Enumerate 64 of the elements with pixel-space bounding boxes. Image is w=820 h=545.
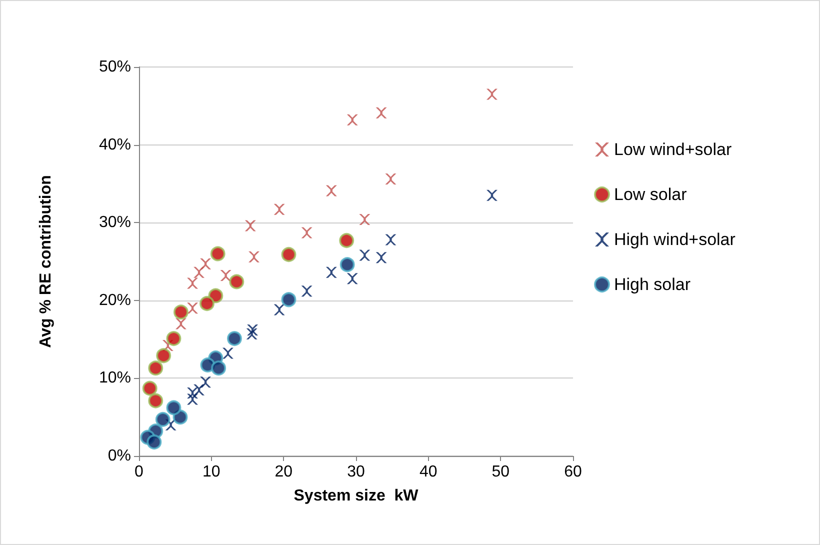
point — [200, 376, 212, 388]
point — [211, 360, 226, 376]
point — [220, 270, 232, 282]
legend-label: Low wind+solar — [614, 140, 732, 159]
point — [376, 107, 387, 118]
point — [281, 247, 296, 262]
point — [339, 232, 354, 248]
point — [486, 88, 498, 100]
point — [326, 266, 337, 278]
y-axis-title: Avg % RE contribution — [38, 175, 54, 348]
y-tick-label: 0% — [108, 448, 131, 464]
point — [210, 246, 226, 262]
point — [486, 190, 498, 201]
point — [155, 412, 170, 427]
point — [359, 250, 370, 261]
point — [166, 331, 182, 346]
point — [226, 331, 242, 346]
point — [166, 400, 182, 416]
point — [346, 114, 358, 126]
point — [248, 251, 260, 262]
x-tick-label: 20 — [274, 464, 293, 480]
point — [301, 286, 312, 297]
x-tick-label: 60 — [564, 464, 582, 480]
point — [340, 257, 355, 272]
point — [376, 252, 387, 264]
point — [274, 304, 285, 316]
x-axis-title: System size kW — [294, 488, 420, 504]
x-tick-label: 0 — [134, 464, 144, 480]
y-tick-label: 10% — [98, 370, 131, 387]
point — [200, 296, 214, 312]
point — [222, 348, 234, 359]
point — [194, 266, 205, 278]
point — [148, 360, 164, 376]
point — [346, 273, 358, 284]
point — [326, 185, 337, 196]
point — [173, 304, 188, 320]
point — [385, 174, 396, 185]
point — [301, 227, 312, 238]
point — [281, 292, 296, 308]
legend-label: Low solar — [614, 185, 688, 204]
y-tick-label: 40% — [98, 136, 131, 154]
y-tick-label: 50% — [98, 58, 131, 76]
point — [187, 278, 198, 289]
x-tick-label: 40 — [419, 464, 438, 480]
point — [246, 328, 258, 340]
point — [274, 204, 285, 215]
x-tick-label: 30 — [347, 464, 365, 480]
y-tick-label: 20% — [98, 292, 131, 309]
point — [187, 302, 198, 314]
point — [148, 393, 164, 408]
point — [156, 348, 172, 364]
x-tick-label: 50 — [492, 464, 510, 480]
x-tick-label: 10 — [202, 464, 220, 480]
legend-label: High solar — [614, 275, 691, 294]
point — [175, 318, 186, 330]
point — [385, 234, 396, 246]
y-tick-label: 30% — [98, 214, 131, 232]
point — [229, 274, 244, 290]
point — [359, 214, 370, 225]
point — [146, 434, 162, 450]
point — [244, 220, 256, 232]
point — [142, 380, 158, 396]
legend-label: High wind+solar — [614, 230, 736, 249]
point — [187, 394, 198, 405]
